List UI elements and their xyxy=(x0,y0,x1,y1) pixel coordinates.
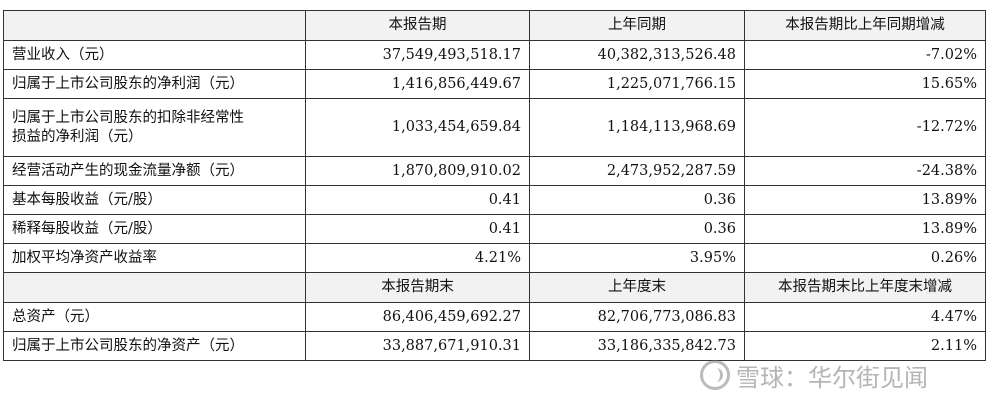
current-value: 86,406,459,692.27 xyxy=(305,302,530,332)
change-value: 15.65% xyxy=(744,69,986,99)
prior-value: 82,706,773,086.83 xyxy=(529,302,745,332)
change-value: -12.72% xyxy=(744,98,986,157)
current-value: 1,416,856,449.67 xyxy=(305,69,530,99)
watermark: 雪球：华尔街见闻 xyxy=(700,355,928,395)
current-value: 4.21% xyxy=(305,243,530,273)
current-value: 1,033,454,659.84 xyxy=(305,98,530,157)
header-cell: 本报告期 xyxy=(305,10,530,41)
change-value: 0.26% xyxy=(744,243,986,273)
change-value: -7.02% xyxy=(744,40,986,70)
header-cell: 上年同期 xyxy=(529,10,745,41)
table-row: 归属于上市公司股东的净资产（元） 33,887,671,910.31 33,18… xyxy=(3,331,986,361)
current-value: 33,887,671,910.31 xyxy=(305,331,530,361)
row-label: 归属于上市公司股东的扣除非经常性 损益的净利润（元） xyxy=(3,98,306,157)
prior-value: 0.36 xyxy=(529,185,745,215)
table-header-row: 本报告期 上年同期 本报告期比上年同期增减 xyxy=(3,10,986,41)
prior-value: 1,225,071,766.15 xyxy=(529,69,745,99)
row-label: 稀释每股收益（元/股） xyxy=(3,214,306,244)
table-row: 基本每股收益（元/股） 0.41 0.36 13.89% xyxy=(3,185,986,215)
row-label: 总资产（元） xyxy=(3,302,306,332)
header-cell: 本报告期比上年同期增减 xyxy=(744,10,986,41)
header-cell xyxy=(3,10,306,41)
financial-summary-table: 本报告期 上年同期 本报告期比上年同期增减 营业收入（元） 37,549,493… xyxy=(3,10,986,361)
prior-value: 1,184,113,968.69 xyxy=(529,98,745,157)
change-value: 13.89% xyxy=(744,214,986,244)
row-label: 营业收入（元） xyxy=(3,40,306,70)
change-value: 4.47% xyxy=(744,302,986,332)
row-label: 基本每股收益（元/股） xyxy=(3,185,306,215)
table-row: 稀释每股收益（元/股） 0.41 0.36 13.89% xyxy=(3,214,986,244)
row-label: 加权平均净资产收益率 xyxy=(3,243,306,273)
prior-value: 3.95% xyxy=(529,243,745,273)
snowball-logo-icon xyxy=(700,360,730,390)
change-value: 13.89% xyxy=(744,185,986,215)
table-header-row: 本报告期末 上年度末 本报告期末比上年度末增减 xyxy=(3,272,986,303)
current-value: 0.41 xyxy=(305,214,530,244)
change-value: -24.38% xyxy=(744,156,986,186)
table-row: 经营活动产生的现金流量净额（元） 1,870,809,910.02 2,473,… xyxy=(3,156,986,186)
row-label: 归属于上市公司股东的净利润（元） xyxy=(3,69,306,99)
table-row: 营业收入（元） 37,549,493,518.17 40,382,313,526… xyxy=(3,40,986,70)
row-label-line: 归属于上市公司股东的扣除非经常性 xyxy=(12,109,244,126)
current-value: 0.41 xyxy=(305,185,530,215)
header-cell xyxy=(3,272,306,303)
change-value: 2.11% xyxy=(744,331,986,361)
current-value: 1,870,809,910.02 xyxy=(305,156,530,186)
header-cell: 本报告期末 xyxy=(305,272,530,303)
prior-value: 33,186,335,842.73 xyxy=(529,331,745,361)
row-label-line: 损益的净利润（元） xyxy=(12,128,143,145)
prior-value: 40,382,313,526.48 xyxy=(529,40,745,70)
row-label: 经营活动产生的现金流量净额（元） xyxy=(3,156,306,186)
table-row: 归属于上市公司股东的扣除非经常性 损益的净利润（元） 1,033,454,659… xyxy=(3,98,986,157)
header-cell: 本报告期末比上年度末增减 xyxy=(744,272,986,303)
current-value: 37,549,493,518.17 xyxy=(305,40,530,70)
table-row: 归属于上市公司股东的净利润（元） 1,416,856,449.67 1,225,… xyxy=(3,69,986,99)
table-row: 加权平均净资产收益率 4.21% 3.95% 0.26% xyxy=(3,243,986,273)
prior-value: 2,473,952,287.59 xyxy=(529,156,745,186)
header-cell: 上年度末 xyxy=(529,272,745,303)
prior-value: 0.36 xyxy=(529,214,745,244)
row-label: 归属于上市公司股东的净资产（元） xyxy=(3,331,306,361)
watermark-text: 雪球：华尔街见闻 xyxy=(736,363,928,392)
table-row: 总资产（元） 86,406,459,692.27 82,706,773,086.… xyxy=(3,302,986,332)
